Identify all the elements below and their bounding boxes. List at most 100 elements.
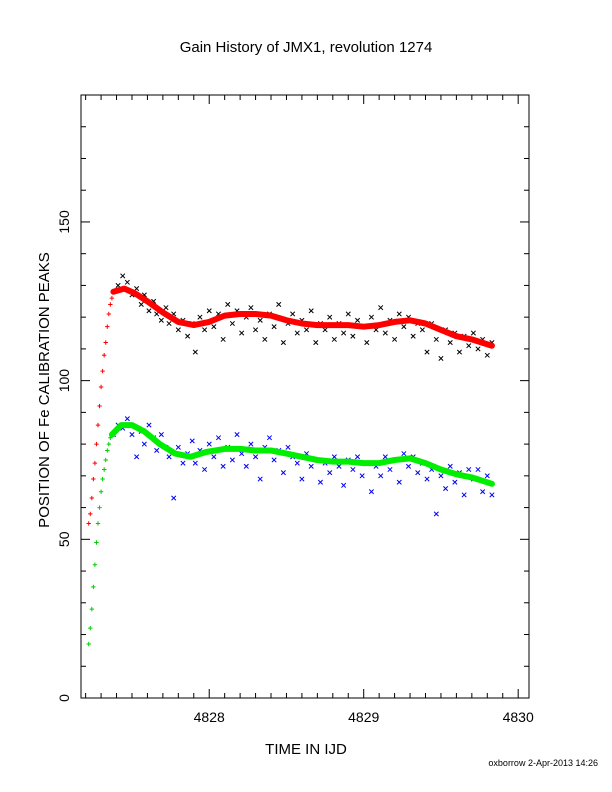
- series-plus: [86, 432, 115, 647]
- data-point: [350, 333, 356, 339]
- data-point: [331, 454, 337, 460]
- data-point: [103, 457, 108, 463]
- x-axis-label: TIME IN IJD: [265, 741, 347, 758]
- trend-line: [108, 422, 495, 487]
- data-point: [438, 355, 444, 361]
- data-point: [129, 432, 135, 438]
- data-point: [197, 314, 203, 320]
- y-tick-label: 0: [56, 694, 72, 702]
- data-point: [475, 346, 481, 352]
- data-point: [271, 457, 277, 463]
- data-point: [229, 320, 235, 327]
- data-point: [456, 349, 463, 355]
- data-point: [341, 330, 347, 336]
- x-tick-label: 4829: [348, 709, 379, 725]
- y-axis-label: POSITION OF Fe CALIBRATION PEAKS: [36, 252, 53, 528]
- data-point: [141, 441, 147, 447]
- data-point: [294, 330, 300, 336]
- data-point: [211, 454, 217, 460]
- series-plus: [86, 289, 116, 526]
- data-point: [175, 327, 181, 333]
- data-point: [396, 479, 402, 485]
- data-point: [480, 489, 486, 495]
- data-point: [109, 295, 115, 301]
- data-point: [253, 454, 259, 460]
- data-point: [419, 327, 425, 333]
- data-point: [364, 339, 370, 346]
- data-point: [105, 448, 110, 453]
- data-point: [466, 466, 472, 473]
- data-point: [100, 368, 105, 374]
- data-point: [484, 352, 490, 358]
- data-point: [392, 336, 398, 342]
- series-line: [108, 422, 495, 487]
- data-point: [253, 327, 259, 333]
- data-point: [202, 327, 208, 333]
- data-point: [239, 330, 245, 336]
- data-point: [206, 441, 212, 447]
- data-point: [101, 353, 107, 358]
- data-point: [229, 457, 235, 463]
- data-point: [327, 470, 333, 476]
- data-point: [97, 505, 102, 510]
- data-point: [378, 305, 384, 311]
- data-point: [257, 476, 263, 482]
- data-point: [98, 489, 104, 494]
- data-point: [120, 273, 126, 279]
- data-point: [166, 320, 172, 327]
- data-point: [313, 339, 319, 346]
- data-point: [86, 521, 91, 526]
- data-point: [299, 476, 305, 482]
- data-point: [88, 511, 93, 517]
- data-point: [401, 324, 407, 330]
- data-point: [106, 311, 112, 317]
- data-point: [452, 479, 458, 485]
- plot-frame: [80, 94, 530, 699]
- data-point: [100, 476, 105, 482]
- data-point: [215, 435, 222, 441]
- data-point: [211, 324, 217, 330]
- data-point: [359, 473, 365, 479]
- data-point: [368, 489, 374, 495]
- data-point: [405, 463, 412, 469]
- data-point: [91, 584, 96, 590]
- data-point: [106, 441, 112, 447]
- data-point: [97, 403, 102, 409]
- trend-line: [110, 285, 495, 349]
- data-point: [424, 349, 430, 355]
- data-point: [234, 432, 240, 438]
- data-point: [350, 466, 356, 473]
- data-point: [410, 333, 416, 339]
- data-point: [189, 438, 195, 444]
- data-point: [138, 301, 144, 308]
- data-point: [280, 339, 286, 346]
- data-point: [354, 317, 361, 323]
- data-point: [433, 336, 439, 342]
- data-point: [396, 311, 402, 317]
- data-point: [175, 444, 181, 450]
- data-point: [290, 311, 296, 317]
- data-point: [484, 473, 490, 479]
- data-point: [447, 339, 453, 346]
- data-point: [206, 308, 212, 314]
- data-point: [354, 454, 361, 460]
- data-point: [262, 336, 268, 342]
- data-point: [327, 314, 333, 320]
- data-point: [92, 562, 98, 567]
- data-point: [331, 336, 337, 342]
- data-point: [88, 625, 93, 631]
- data-point: [248, 441, 254, 447]
- data-point: [202, 466, 208, 473]
- y-tick-label: 150: [56, 210, 72, 234]
- data-point: [134, 454, 140, 460]
- data-point: [433, 511, 439, 517]
- data-point: [220, 463, 226, 469]
- data-point: [470, 330, 476, 336]
- x-tick-label: 4830: [503, 709, 534, 725]
- data-point: [98, 384, 104, 390]
- data-point: [95, 422, 101, 428]
- data-point: [266, 435, 273, 441]
- axes: 0 50 100 150 4828 4829 4830: [56, 94, 534, 725]
- data-point: [86, 641, 91, 647]
